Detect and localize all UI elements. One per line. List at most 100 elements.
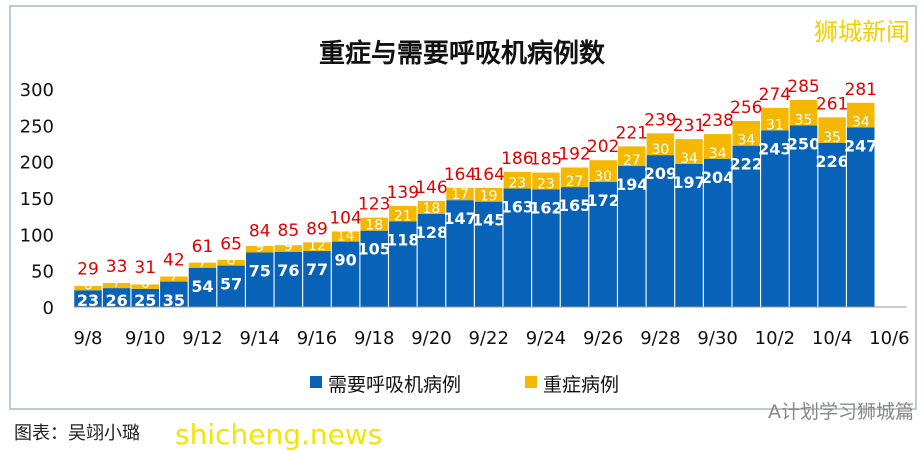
- data-label-total: 185: [530, 150, 562, 170]
- legend-label-ventilator: 需要呼吸机病例: [328, 374, 461, 396]
- data-label-ventilator: 222: [730, 155, 763, 174]
- data-label-ventilator: 76: [277, 261, 299, 280]
- data-label-severe: 30: [594, 169, 612, 185]
- bar-ventilator: [389, 221, 417, 307]
- bar-ventilator: [646, 155, 675, 307]
- data-label-total: 221: [616, 123, 648, 143]
- bar-severe: [102, 283, 131, 289]
- legend-swatch-ventilator: [310, 376, 322, 388]
- data-label-ventilator: 35: [163, 291, 185, 310]
- data-label-ventilator: 26: [105, 291, 127, 310]
- bar-severe: [503, 171, 532, 189]
- data-label-ventilator: 226: [815, 152, 848, 171]
- bar-ventilator: [675, 163, 703, 307]
- bar-severe: [188, 262, 217, 268]
- data-label-total: 139: [387, 183, 419, 203]
- data-label-total: 84: [249, 222, 271, 242]
- x-tick-label: 9/12: [182, 328, 222, 349]
- data-label-ventilator: 90: [334, 251, 356, 270]
- bar-ventilator: [417, 213, 446, 307]
- legend-label-severe: 重症病例: [543, 374, 619, 396]
- bar-ventilator: [618, 166, 646, 307]
- x-tick-label: 9/18: [354, 328, 394, 349]
- data-label-total: 285: [787, 77, 819, 97]
- data-label-ventilator: 250: [787, 134, 820, 153]
- data-label-ventilator: 145: [472, 211, 505, 230]
- data-label-total: 281: [845, 80, 877, 100]
- data-label-total: 104: [329, 208, 361, 228]
- bar-severe: [160, 276, 188, 282]
- y-tick-label: 300: [20, 80, 54, 101]
- bar-severe: [589, 160, 617, 183]
- bar-ventilator: [245, 252, 274, 307]
- bar-severe: [331, 231, 360, 242]
- bar-severe: [417, 200, 446, 214]
- data-label-total: 238: [701, 111, 733, 131]
- data-label-severe: 8: [227, 253, 236, 269]
- data-label-total: 29: [77, 259, 99, 279]
- data-label-total: 202: [587, 137, 619, 157]
- data-label-severe: 21: [394, 208, 412, 224]
- bar-severe: [846, 102, 875, 128]
- x-tick-label: 9/30: [697, 328, 737, 349]
- bar-severe: [761, 107, 789, 131]
- y-tick-label: 250: [20, 116, 54, 137]
- y-tick-label: 200: [20, 153, 54, 174]
- bar-severe: [74, 285, 102, 291]
- bar-severe: [474, 187, 503, 202]
- data-label-severe: 34: [737, 133, 755, 149]
- data-label-severe: 9: [284, 239, 293, 255]
- watermark-top-right: 狮城新闻: [814, 18, 910, 46]
- x-tick-label: 10/4: [812, 328, 852, 349]
- data-label-severe: 6: [141, 276, 150, 292]
- data-label-severe: 35: [795, 112, 813, 128]
- bar-ventilator: [789, 125, 818, 307]
- data-label-total: 261: [816, 94, 848, 114]
- bar-severe: [131, 284, 159, 289]
- data-label-severe: 27: [623, 153, 641, 169]
- data-label-total: 256: [730, 98, 762, 118]
- bar-ventilator: [102, 288, 131, 307]
- bar-ventilator: [360, 230, 388, 307]
- data-label-total: 164: [472, 165, 504, 185]
- data-label-total: 239: [644, 110, 676, 130]
- x-tick-label: 10/6: [869, 328, 909, 349]
- data-label-severe: 34: [852, 115, 870, 131]
- caption: 图表：吴翊小璐: [14, 423, 140, 444]
- bar-ventilator: [818, 142, 846, 307]
- data-label-severe: 7: [112, 275, 121, 291]
- bar-ventilator: [589, 182, 617, 307]
- data-label-severe: 14: [337, 229, 355, 245]
- data-label-severe: 23: [537, 176, 555, 192]
- data-label-ventilator: 54: [191, 277, 213, 296]
- data-label-severe: 18: [365, 218, 383, 234]
- data-label-severe: 7: [198, 255, 207, 271]
- x-tick-label: 9/22: [468, 328, 508, 349]
- bar-ventilator: [703, 158, 732, 307]
- data-label-severe: 23: [508, 176, 526, 192]
- bar-severe: [389, 205, 417, 222]
- data-label-total: 231: [673, 116, 705, 136]
- bar-severe: [646, 133, 675, 156]
- bar-ventilator: [131, 288, 159, 307]
- bar-severe: [446, 187, 474, 201]
- data-label-severe: 6: [84, 277, 93, 293]
- data-label-ventilator: 204: [701, 168, 734, 187]
- bar-ventilator: [474, 201, 503, 307]
- bar-severe: [703, 134, 732, 159]
- data-label-ventilator: 172: [586, 191, 619, 210]
- data-label-total: 274: [759, 85, 791, 105]
- x-tick-label: 9/26: [583, 328, 623, 349]
- data-label-total: 123: [358, 195, 390, 215]
- data-label-total: 164: [444, 165, 476, 185]
- data-label-severe: 19: [480, 189, 498, 205]
- data-label-severe: 34: [680, 151, 698, 167]
- data-label-ventilator: 77: [306, 260, 328, 279]
- data-label-ventilator: 75: [249, 262, 271, 281]
- data-label-ventilator: 247: [844, 137, 877, 156]
- x-tick-label: 9/10: [125, 328, 165, 349]
- data-label-ventilator: 105: [357, 240, 390, 259]
- x-tick-label: 10/2: [755, 328, 795, 349]
- data-label-severe: 9: [255, 240, 264, 256]
